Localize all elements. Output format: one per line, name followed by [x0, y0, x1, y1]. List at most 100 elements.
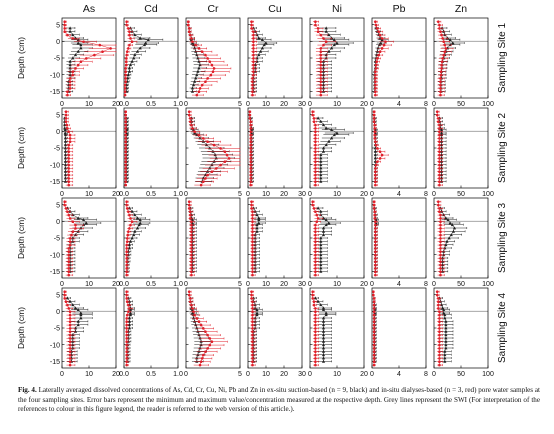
site-label-1: Sampling Site 1	[497, 23, 508, 93]
y-tick-label: -5	[54, 326, 60, 333]
panel-frame	[371, 107, 427, 189]
x-tick-label: 5	[238, 371, 242, 378]
x-tick-label: 0.5	[146, 101, 156, 108]
x-tick-label: 10	[85, 101, 93, 108]
x-tick-label: 30	[298, 191, 306, 198]
insitu-profile-line	[373, 111, 383, 186]
site-label-2: Sampling Site 2	[497, 113, 508, 183]
y-axis-title-row-2: Depth (cm)	[16, 127, 26, 169]
x-tick-label: 0	[370, 281, 374, 288]
y-tick-label: -15	[50, 179, 60, 186]
x-tick-label: 100	[482, 101, 494, 108]
x-tick-label: 0	[184, 101, 188, 108]
panel-zn-site-1: 0 50 100	[432, 17, 494, 108]
x-tick-label: 20	[112, 191, 120, 198]
insitu-profile-line	[251, 291, 253, 366]
x-tick-label: 0	[370, 191, 374, 198]
insitu-profile-line	[312, 201, 319, 276]
x-tick-label: 20	[360, 371, 368, 378]
x-tick-label: 30	[298, 101, 306, 108]
insitu-profile-line	[251, 201, 253, 276]
x-tick-label: 10	[262, 101, 270, 108]
x-tick-label: 4	[397, 281, 401, 288]
exsitu-profile-line	[64, 118, 66, 182]
x-tick-label: 10	[333, 371, 341, 378]
insitu-profile-line	[64, 21, 112, 96]
panel-zn-site-2: 0 50 100	[432, 107, 494, 198]
x-tick-label: 20	[112, 371, 120, 378]
x-tick-label: 0.0	[119, 101, 129, 108]
y-tick-label: -5	[54, 236, 60, 243]
insitu-profile-line	[375, 21, 386, 96]
multi-panel-depth-profile-figure: As Cd Cr Cu Ni Pb Zn Depth (cm) Depth (cm) Depth …	[16, 3, 508, 378]
x-tick-label: 10	[85, 371, 93, 378]
x-tick-label: 0	[432, 101, 436, 108]
panel-ni-site-4: 0 10 20	[308, 287, 368, 378]
figure-caption: Fig. 4. Laterally averaged dissolved con…	[18, 386, 540, 415]
x-tick-label: 0	[60, 191, 64, 198]
x-tick-label: 0	[432, 281, 436, 288]
x-tick-label: 4	[397, 191, 401, 198]
x-tick-label: 50	[457, 191, 465, 198]
column-title-ni: Ni	[332, 3, 342, 15]
insitu-profile-line	[438, 21, 447, 96]
column-title-cr: Cr	[207, 3, 219, 15]
insitu-profile-line	[64, 291, 71, 366]
exsitu-profile-line	[315, 297, 327, 362]
site-label-4: Sampling Site 4	[497, 293, 508, 363]
column-title-zn: Zn	[455, 3, 467, 15]
exsitu-profile-line	[67, 297, 82, 362]
x-tick-label: 30	[298, 371, 306, 378]
panel-zn-site-4: 0 50 100	[432, 287, 494, 378]
x-tick-label: 0	[432, 371, 436, 378]
panel-ni-site-2: 0 10 20	[308, 107, 368, 198]
y-tick-label: -10	[50, 252, 60, 259]
insitu-profile-line	[188, 291, 213, 366]
insitu-profile-line	[187, 21, 215, 96]
panel-pb-site-3: 0 4 8	[370, 197, 428, 288]
insitu-profile-line	[436, 291, 440, 366]
x-tick-label: 100	[482, 371, 494, 378]
x-tick-label: 50	[457, 281, 465, 288]
x-tick-label: 50	[457, 101, 465, 108]
x-tick-label: 0	[60, 281, 64, 288]
x-tick-label: 0	[184, 371, 188, 378]
x-tick-label: 20	[360, 101, 368, 108]
x-tick-label: 0	[308, 101, 312, 108]
caption-label: Fig. 4.	[18, 386, 37, 394]
x-tick-label: 8	[424, 101, 428, 108]
insitu-profile-line	[249, 111, 251, 186]
y-tick-label: 5	[56, 22, 60, 29]
x-tick-label: 5	[238, 191, 242, 198]
x-tick-label: 20	[360, 281, 368, 288]
insitu-profile-line	[126, 201, 133, 276]
y-tick-label: -5	[54, 56, 60, 63]
panel-cd-site-1: 0.0 0.5 1.0	[119, 17, 183, 108]
x-tick-label: 1.0	[173, 371, 183, 378]
x-tick-label: 20	[112, 101, 120, 108]
x-tick-label: 1.0	[173, 101, 183, 108]
x-tick-label: 20	[280, 101, 288, 108]
x-tick-label: 50	[457, 371, 465, 378]
panel-as-site-3: 50-5-10-150 10 20	[50, 197, 120, 288]
x-tick-label: 0.5	[146, 371, 156, 378]
site-label-3: Sampling Site 3	[497, 203, 508, 273]
x-tick-label: 0	[370, 371, 374, 378]
x-tick-label: 20	[360, 191, 368, 198]
panel-cu-site-2: 0 10 20 30	[246, 107, 306, 198]
exsitu-profile-line	[126, 207, 141, 272]
exsitu-profile-line	[317, 207, 330, 272]
x-tick-label: 1.0	[173, 281, 183, 288]
x-tick-label: 0	[308, 281, 312, 288]
x-tick-label: 0.0	[119, 191, 129, 198]
panel-cd-site-3: 0.0 0.5 1.0	[119, 197, 183, 288]
x-tick-label: 10	[262, 281, 270, 288]
x-tick-label: 8	[424, 371, 428, 378]
y-axis-title-row-4: Depth (cm)	[16, 307, 26, 349]
y-tick-label: -5	[54, 146, 60, 153]
exsitu-profile-line	[323, 28, 338, 92]
column-title-pb: Pb	[393, 3, 406, 15]
exsitu-profile-line	[317, 117, 338, 182]
y-tick-label: -15	[50, 269, 60, 276]
